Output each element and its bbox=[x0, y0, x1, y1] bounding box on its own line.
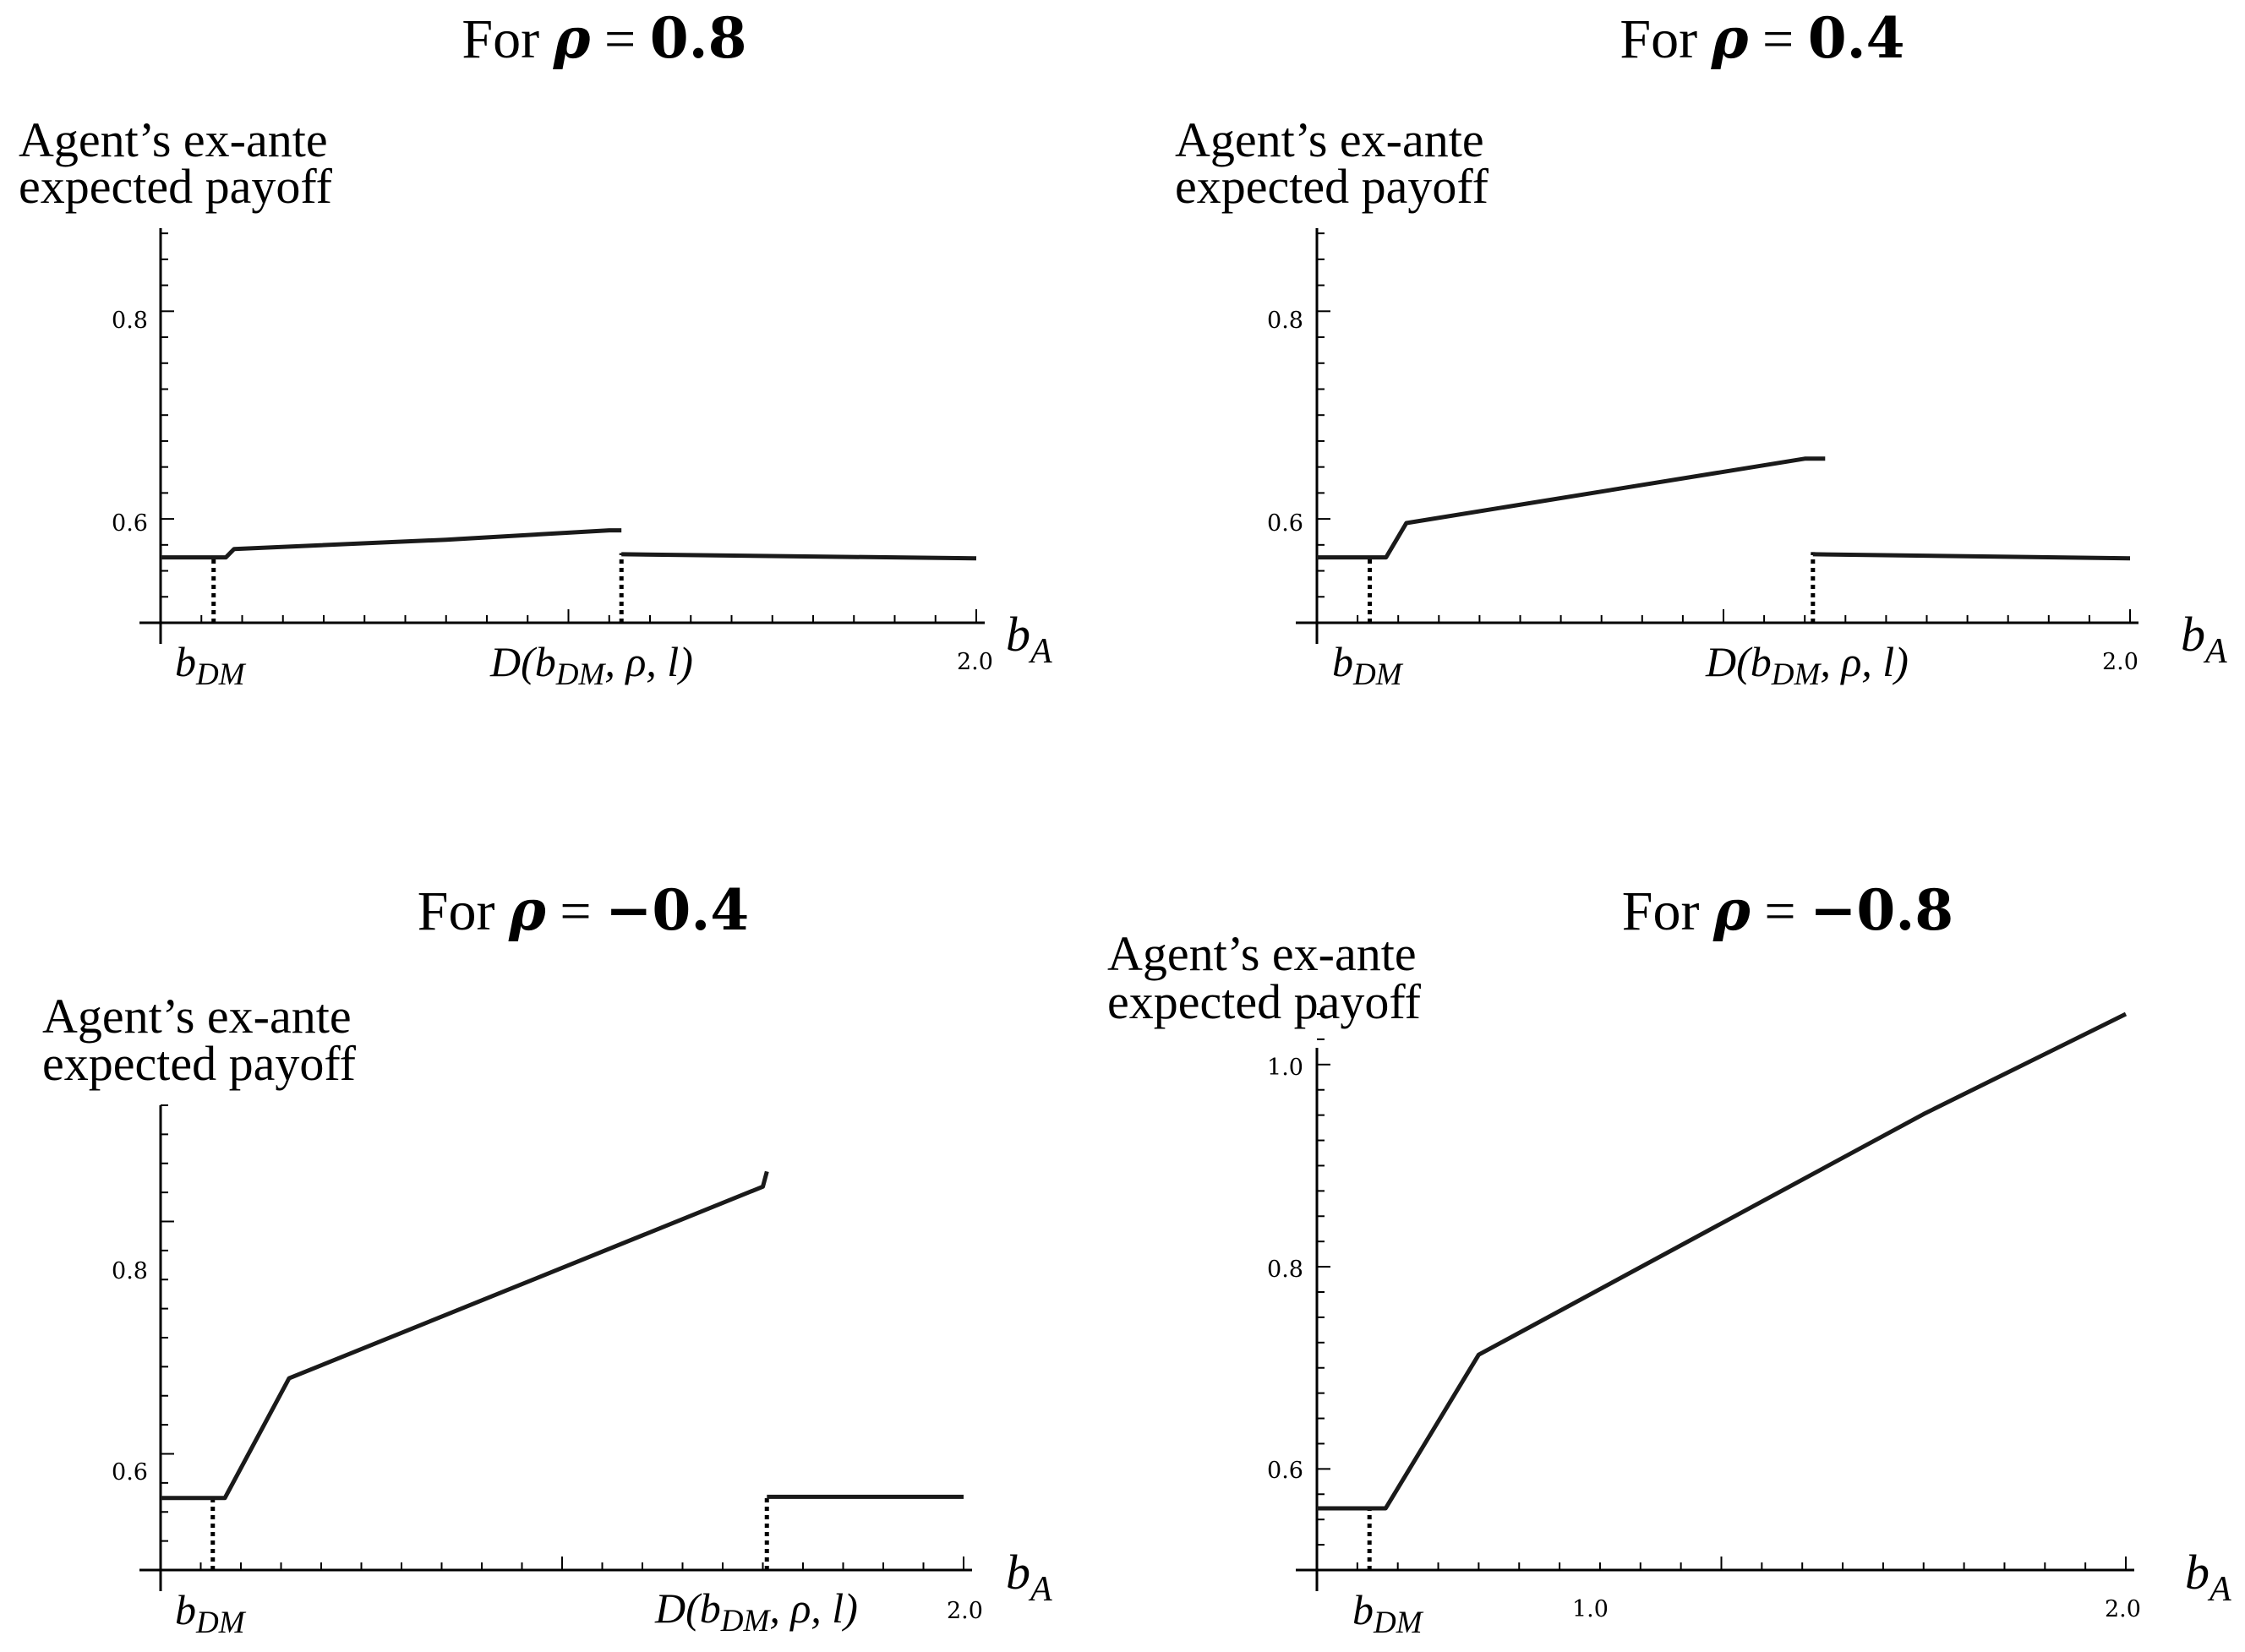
y-tick-label: 0.6 bbox=[112, 1459, 148, 1486]
payoff-line bbox=[1317, 456, 1826, 560]
y-tick-label: 0.6 bbox=[112, 510, 148, 537]
y-tick-label: 0.6 bbox=[1267, 510, 1303, 537]
y-tick-label: 0.6 bbox=[1267, 1458, 1303, 1484]
y-tick-label: 0.8 bbox=[112, 308, 148, 334]
y-axis-label-line1: Agent’s ex-ante bbox=[42, 989, 352, 1044]
threshold-d-label: D(bDM, ρ, l) bbox=[654, 1584, 858, 1638]
y-axis-label-line2: expected payoff bbox=[19, 159, 333, 214]
payoff-line bbox=[1317, 1011, 2128, 1511]
threshold-d-label: D(bDM, ρ, l) bbox=[489, 638, 693, 692]
x-axis-label: bA bbox=[2181, 607, 2227, 671]
y-axis-label-line1: Agent’s ex-ante bbox=[1107, 926, 1417, 981]
panel-rho-0-4: For ρ = 0.4 Agent’s ex-ante expected pay… bbox=[1175, 5, 2227, 692]
x-axis-label: bA bbox=[2185, 1545, 2231, 1609]
x-tick-label: 1.0 bbox=[1572, 1596, 1609, 1622]
x-tick-label: 2.0 bbox=[957, 649, 993, 675]
y-axis-label-line2: expected payoff bbox=[1175, 159, 1489, 214]
threshold-d-label: D(bDM, ρ, l) bbox=[1705, 638, 1909, 692]
y-axis-label-line2: expected payoff bbox=[42, 1036, 357, 1091]
x-axis-label: bA bbox=[1006, 607, 1052, 671]
y-axis-label-line1: Agent’s ex-ante bbox=[19, 112, 328, 167]
x-axis-label: bA bbox=[1006, 1545, 1052, 1609]
b-dm-label: bDM bbox=[1352, 1586, 1424, 1640]
payoff-line bbox=[161, 1170, 769, 1501]
y-tick-label: 0.8 bbox=[112, 1258, 148, 1284]
x-tick-label: 2.0 bbox=[947, 1598, 983, 1624]
x-tick-label: 2.0 bbox=[2102, 649, 2138, 675]
chart-title: For ρ = 0.4 bbox=[1620, 5, 1904, 71]
chart-title: For ρ = 0.8 bbox=[462, 5, 746, 71]
y-tick-label: 0.8 bbox=[1267, 1257, 1303, 1283]
payoff-line bbox=[1812, 552, 2131, 561]
panel-rho-neg-0-4: For ρ = −0.4 Agent’s ex-ante expected pa… bbox=[42, 877, 1052, 1640]
payoff-line bbox=[161, 528, 622, 560]
b-dm-label: bDM bbox=[175, 1586, 247, 1640]
plot-layer bbox=[139, 228, 2138, 1591]
y-axis-label-line2: expected payoff bbox=[1107, 974, 1422, 1029]
chart-title: For ρ = −0.4 bbox=[418, 877, 749, 943]
y-axis-label-line1: Agent’s ex-ante bbox=[1175, 112, 1484, 167]
x-tick-label: 2.0 bbox=[2105, 1596, 2141, 1622]
panel-rho-neg-0-8: For ρ = −0.8 Agent’s ex-ante expected pa… bbox=[1107, 877, 2231, 1640]
y-tick-label: 0.8 bbox=[1267, 308, 1303, 334]
payoff-line bbox=[621, 552, 977, 561]
chart-title: For ρ = −0.8 bbox=[1622, 877, 1953, 943]
b-dm-label: bDM bbox=[175, 638, 247, 692]
panel-rho-0-8: For ρ = 0.8 Agent’s ex-ante expected pay… bbox=[19, 5, 1052, 692]
y-tick-label: 1.0 bbox=[1267, 1055, 1303, 1081]
b-dm-label: bDM bbox=[1332, 638, 1404, 692]
